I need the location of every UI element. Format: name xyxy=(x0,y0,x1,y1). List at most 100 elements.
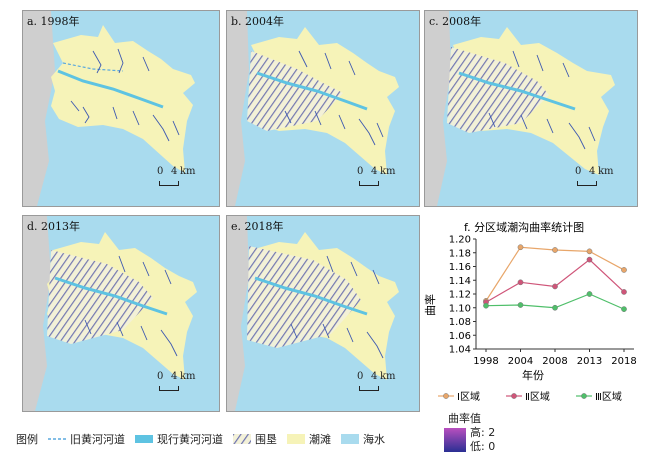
scale-zero: 0 xyxy=(157,371,164,382)
y-tick-label: 1.10 xyxy=(449,303,471,314)
dashed-line-icon xyxy=(48,438,66,440)
curvature-high-label: 高: 2 xyxy=(470,426,496,439)
data-point xyxy=(621,289,627,295)
data-point xyxy=(552,247,558,253)
x-axis-label: 年份 xyxy=(522,368,544,382)
chart-title: f. 分区域潮沟曲率统计图 xyxy=(464,220,584,234)
data-point xyxy=(517,244,524,251)
y-tick-label: 1.04 xyxy=(449,345,471,356)
legend-series-label: Ⅰ区域 xyxy=(457,390,480,403)
legend-new-river-label: 现行黄河河道 xyxy=(157,433,223,446)
map-panel-2004: b. 2004年 0 4 km xyxy=(226,10,420,207)
scale-zero: 0 xyxy=(157,166,164,177)
legend-series-label: Ⅲ区域 xyxy=(595,390,622,403)
series-line-2 xyxy=(485,258,625,303)
data-point xyxy=(552,283,558,290)
tidal-flat xyxy=(51,25,195,173)
legend-reclaim-label: 围垦 xyxy=(255,433,277,446)
scale-zero: 0 xyxy=(357,371,364,382)
map-legend: 图例 旧黄河河道 现行黄河河道 围垦 潮滩 海水 xyxy=(16,428,385,450)
tidal-channels xyxy=(488,50,596,150)
y-tick-label: 1.08 xyxy=(449,317,471,328)
legend-marker-icon xyxy=(511,393,517,399)
legend-marker-icon xyxy=(581,393,587,399)
map-panel-1998: a. 1998年 0 4 km xyxy=(22,10,220,207)
tidal-channels xyxy=(70,48,180,142)
chart-axes: 1.20 1.18 1.16 1.14 1.12 1.10 1.08 1.06 1.041998… xyxy=(449,235,637,368)
y-tick-label: 1.06 xyxy=(449,331,471,342)
y-tick-label: 1.18 xyxy=(449,248,471,259)
panel-label: b. 2004年 xyxy=(231,15,285,28)
legend-item-reclaim: 围垦 xyxy=(233,431,277,447)
hatch-swatch-icon xyxy=(233,434,251,444)
legend-title: 图例 xyxy=(16,433,38,446)
scale-bar: 0 4 km xyxy=(575,166,623,192)
panel-label: d. 2013年 xyxy=(27,220,81,233)
legend-marker-icon xyxy=(443,393,449,399)
map-1998 xyxy=(23,11,195,206)
scale-distance: 4 xyxy=(589,166,596,177)
new-river xyxy=(254,276,368,316)
legend-item-tidal-flat: 潮滩 xyxy=(287,431,331,447)
map-panel-2008: c. 2008年 0 4 km xyxy=(424,10,638,207)
new-river xyxy=(57,69,164,109)
river-swatch-icon xyxy=(135,435,153,443)
scale-distance: 4 xyxy=(171,166,178,177)
data-point xyxy=(552,304,558,311)
y-tick-label: 1.14 xyxy=(449,276,471,287)
new-river xyxy=(256,71,368,111)
legend-sea-label: 海水 xyxy=(363,433,385,446)
grey-land xyxy=(23,11,55,206)
y-axis-label: 曲率 xyxy=(423,294,437,316)
curvature-gradient-swatch xyxy=(444,428,466,452)
x-tick-label: 2004 xyxy=(508,356,533,367)
scale-bar: 0 4 km xyxy=(157,166,205,192)
curvature-low-label: 低: 0 xyxy=(470,440,496,453)
scale-unit: km xyxy=(598,166,614,177)
data-point xyxy=(586,291,593,297)
reclamation-area xyxy=(247,51,343,131)
y-tick-label: 1.12 xyxy=(449,290,471,301)
legend-item-old-river: 旧黄河河道 xyxy=(48,431,125,447)
tidal-channels xyxy=(290,255,384,359)
scale-zero: 0 xyxy=(357,166,364,177)
new-river xyxy=(458,71,576,111)
scale-bar: 0 4 km xyxy=(357,371,405,397)
scale-unit: km xyxy=(380,166,396,177)
legend-old-river-label: 旧黄河河道 xyxy=(70,433,125,446)
legend-item-new-river: 现行黄河河道 xyxy=(135,431,223,447)
scale-distance: 4 xyxy=(371,371,378,382)
data-point xyxy=(517,279,524,286)
y-tick-label: 1.16 xyxy=(449,262,471,273)
series-line-1 xyxy=(485,246,625,302)
scale-unit: km xyxy=(180,371,196,382)
scale-bar: 0 4 km xyxy=(157,371,205,397)
map-2004 xyxy=(227,11,399,206)
scale-unit: km xyxy=(380,371,396,382)
data-point xyxy=(621,267,627,273)
tidal-channels xyxy=(84,255,178,357)
data-point xyxy=(586,248,593,255)
panel-label: c. 2008年 xyxy=(429,15,482,28)
scale-distance: 4 xyxy=(371,166,378,177)
scale-zero: 0 xyxy=(575,166,582,177)
map-2008 xyxy=(425,11,615,206)
data-point xyxy=(621,306,627,312)
x-tick-label: 2008 xyxy=(542,356,567,367)
x-tick-label: 2018 xyxy=(611,356,636,367)
chart-legend: Ⅰ区域 Ⅱ区域 Ⅲ区域 xyxy=(438,390,622,403)
chart-series xyxy=(483,244,627,312)
y-tick-label: 1.20 xyxy=(449,235,471,246)
scale-distance: 4 xyxy=(171,371,178,382)
scale-unit: km xyxy=(180,166,196,177)
curvature-legend-title: 曲率值 xyxy=(448,412,481,425)
x-tick-label: 1998 xyxy=(473,356,498,367)
reclamation-area xyxy=(47,250,153,344)
panel-label: e. 2018年 xyxy=(231,220,284,233)
reclamation-area xyxy=(447,47,549,133)
map-2018 xyxy=(227,216,399,411)
new-river xyxy=(54,276,168,316)
data-point xyxy=(517,302,524,308)
legend-tidal-flat-label: 潮滩 xyxy=(309,433,331,446)
sea-swatch-icon xyxy=(341,434,359,444)
